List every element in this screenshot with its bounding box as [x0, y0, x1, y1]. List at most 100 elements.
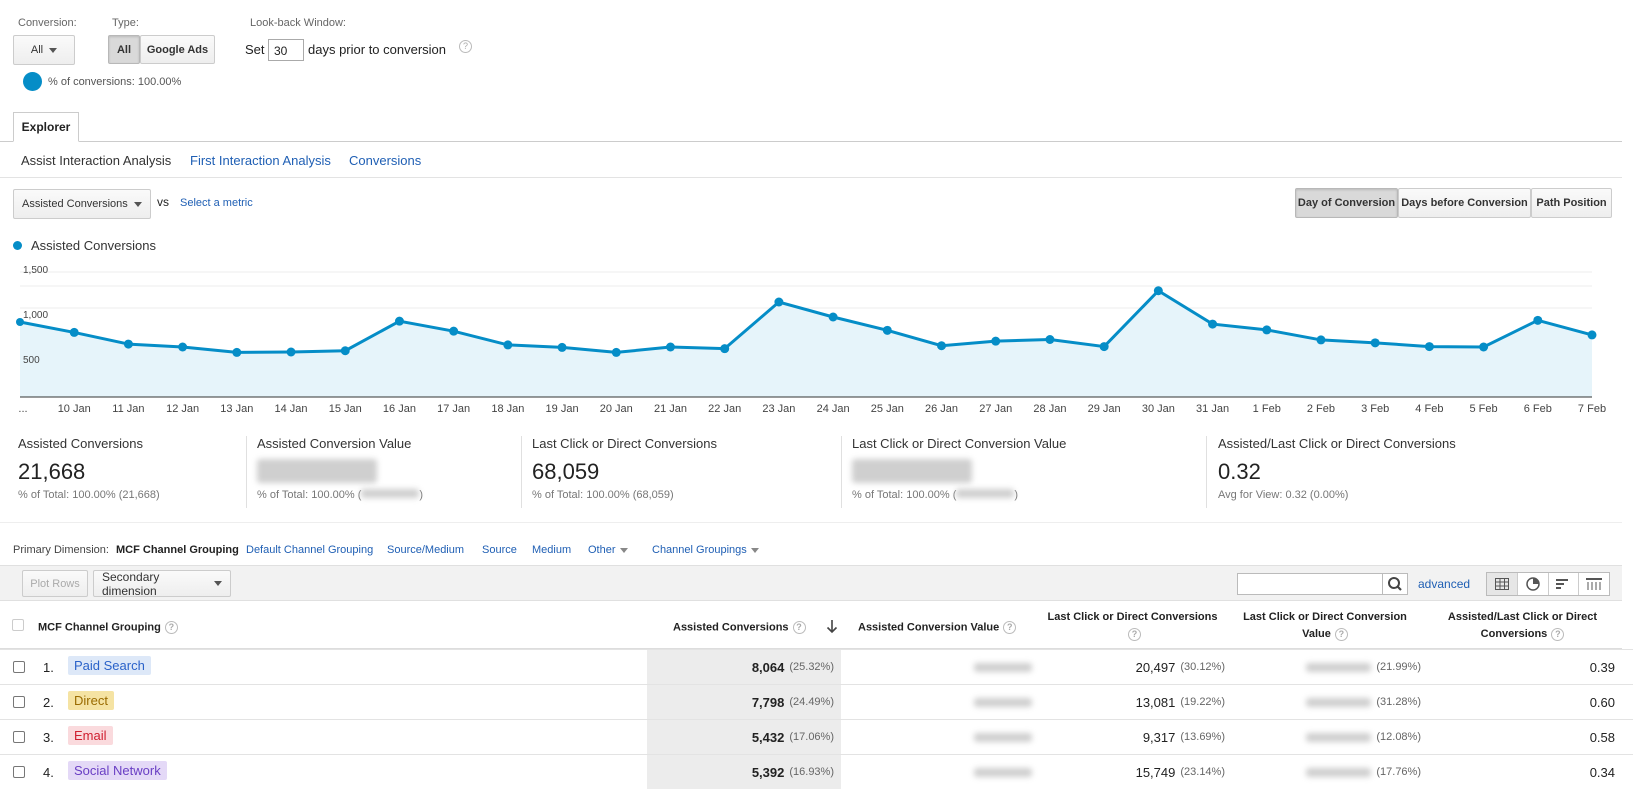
metric-dropdown[interactable]: Assisted Conversions — [13, 189, 151, 219]
x-tick-label: 17 Jan — [437, 403, 471, 415]
lookback-days-input[interactable]: 30 — [268, 39, 304, 61]
channel-label[interactable]: Email — [68, 726, 113, 745]
data-point[interactable] — [1370, 338, 1380, 348]
dimension-default-channel-grouping[interactable]: Default Channel Grouping — [246, 544, 374, 556]
assisted-conversions-value: 8,064 — [751, 659, 785, 675]
search-button[interactable] — [1382, 573, 1408, 595]
last-click-value-pct: (17.76%) — [1376, 766, 1421, 778]
table-row[interactable]: 3. Email 5,432 (17.06%) 9,317 (13.69%) (12.08%… — [0, 719, 1633, 754]
data-point[interactable] — [1153, 286, 1163, 296]
tab-explorer[interactable]: Explorer — [13, 112, 79, 142]
table-row[interactable]: 4. Social Network 5,392 (16.93%) 15,749 (23.1… — [0, 754, 1633, 789]
data-point[interactable] — [69, 327, 79, 337]
channel-label[interactable]: Social Network — [68, 761, 167, 780]
select-all-checkbox[interactable] — [12, 619, 24, 631]
data-point[interactable] — [1262, 325, 1272, 335]
header-last-click-conversion-value[interactable]: Last Click or Direct Conversion Value? — [1240, 609, 1410, 643]
summary-value: 0.32 — [1218, 459, 1261, 484]
sort-descending-icon[interactable] — [826, 619, 838, 634]
summary-sub: % of Total: 100.00% () — [257, 489, 424, 501]
help-icon[interactable]: ? — [1334, 627, 1348, 641]
last-click-conversion-value-cell: (12.08%) — [1250, 720, 1421, 754]
dimension-channel-groupings-dropdown[interactable]: Channel Groupings — [652, 544, 759, 556]
days-before-conversion-button[interactable]: Days before Conversion — [1398, 188, 1531, 218]
x-tick-label: 4 Feb — [1415, 403, 1444, 415]
help-icon[interactable]: ? — [1003, 621, 1017, 634]
table-search-input[interactable] — [1237, 573, 1383, 595]
data-point[interactable] — [937, 341, 947, 351]
tab-explorer-label: Explorer — [21, 120, 71, 134]
help-icon[interactable]: ? — [164, 621, 178, 634]
y-tick-1000: 1,000 — [23, 310, 49, 321]
data-point[interactable] — [449, 326, 459, 336]
data-point[interactable] — [882, 325, 892, 335]
data-point[interactable] — [1099, 342, 1109, 352]
data-point[interactable] — [828, 312, 838, 322]
data-point[interactable] — [665, 342, 675, 352]
header-ratio[interactable]: Assisted/Last Click or Direct Conversion… — [1440, 609, 1605, 643]
help-icon[interactable]: ? — [1551, 627, 1565, 641]
data-point[interactable] — [1208, 319, 1218, 329]
row-checkbox[interactable] — [13, 661, 25, 673]
data-point[interactable] — [178, 342, 188, 352]
dimension-other-dropdown[interactable]: Other — [588, 544, 628, 556]
table-view-button[interactable] — [1487, 573, 1518, 595]
row-checkbox[interactable] — [13, 766, 25, 778]
table-row[interactable]: 1. Paid Search 8,064 (25.32%) 20,497 (30.12%)… — [0, 649, 1633, 684]
dimension-medium[interactable]: Medium — [532, 544, 572, 556]
bar-view-button[interactable] — [1549, 573, 1580, 595]
data-point[interactable] — [16, 318, 24, 326]
data-point[interactable] — [991, 336, 1001, 346]
type-all-button[interactable]: All — [108, 35, 140, 64]
conversion-dropdown[interactable]: All — [13, 35, 75, 65]
data-point[interactable] — [1479, 342, 1489, 352]
row-checkbox[interactable] — [13, 696, 25, 708]
last-click-conversion-value-cell: (21.99%) — [1250, 650, 1421, 684]
data-point[interactable] — [720, 344, 730, 354]
data-point[interactable] — [123, 339, 133, 349]
data-point[interactable] — [557, 342, 567, 352]
channel-label[interactable]: Direct — [68, 691, 114, 710]
secondary-dimension-dropdown[interactable]: Secondary dimension — [93, 570, 231, 598]
day-of-conversion-button[interactable]: Day of Conversion — [1295, 188, 1398, 218]
pivot-view-button[interactable] — [1579, 573, 1609, 595]
header-mcf-channel-grouping[interactable]: MCF Channel Grouping? — [38, 621, 178, 634]
assisted-conversions-pct: (25.32%) — [789, 661, 834, 673]
assisted-conversion-value-cell — [850, 685, 1032, 719]
data-point[interactable] — [394, 316, 404, 326]
help-icon[interactable]: ? — [459, 40, 472, 53]
help-icon[interactable]: ? — [1128, 627, 1141, 641]
table-row[interactable]: 2. Direct 7,798 (24.49%) 13,081 (19.22%) (31.2… — [0, 684, 1633, 719]
data-point[interactable] — [774, 297, 784, 307]
data-point[interactable] — [1316, 335, 1326, 345]
data-point[interactable] — [1587, 330, 1597, 340]
data-point[interactable] — [611, 347, 621, 357]
data-point[interactable] — [340, 346, 350, 356]
subtab-assist-interaction[interactable]: Assist Interaction Analysis — [21, 153, 172, 168]
dimension-source-medium[interactable]: Source/Medium — [387, 544, 465, 556]
dimension-source[interactable]: Source — [482, 544, 517, 556]
header-assisted-conversions[interactable]: Assisted Conversions? — [673, 621, 806, 634]
data-point[interactable] — [1424, 342, 1434, 352]
advanced-link[interactable]: advanced — [1418, 577, 1471, 591]
x-tick-label: 6 Feb — [1523, 403, 1552, 415]
dimension-mcf-channel-grouping[interactable]: MCF Channel Grouping — [116, 544, 239, 556]
channel-label[interactable]: Paid Search — [68, 656, 151, 675]
plot-rows-button[interactable]: Plot Rows — [22, 570, 88, 597]
data-point[interactable] — [286, 347, 296, 357]
pie-view-button[interactable] — [1518, 573, 1549, 595]
header-assisted-conversion-value[interactable]: Assisted Conversion Value? — [858, 621, 1017, 634]
data-point[interactable] — [1045, 335, 1055, 344]
help-icon[interactable]: ? — [792, 621, 806, 634]
path-position-button[interactable]: Path Position — [1531, 188, 1612, 218]
header-last-click-conversions[interactable]: Last Click or Direct Conversions? — [1040, 609, 1225, 643]
data-point[interactable] — [503, 340, 513, 350]
select-metric-link[interactable]: Select a metric — [180, 197, 253, 209]
series-line — [19, 288, 1593, 354]
row-checkbox[interactable] — [13, 731, 25, 743]
data-point[interactable] — [232, 347, 242, 357]
subtab-first-interaction[interactable]: First Interaction Analysis — [190, 153, 331, 168]
subtab-conversions[interactable]: Conversions — [349, 153, 422, 168]
type-google-ads-button[interactable]: Google Ads — [140, 35, 215, 64]
data-point[interactable] — [1533, 315, 1543, 325]
